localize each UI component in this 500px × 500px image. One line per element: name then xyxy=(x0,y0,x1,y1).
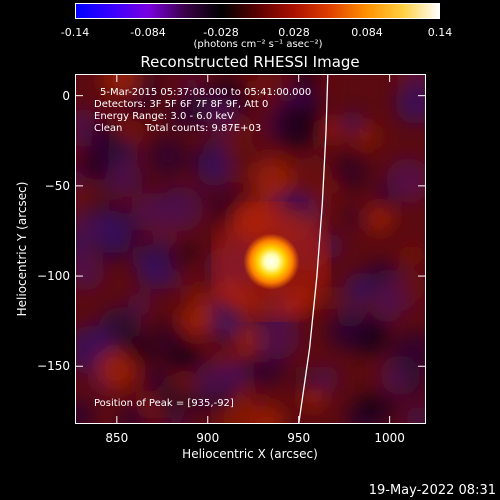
peak-position-annotation: Position of Peak = [935,-92] xyxy=(94,398,234,409)
peak-source xyxy=(243,233,300,290)
y-axis-label: Heliocentric Y (arcsec) xyxy=(15,181,29,317)
colorbar-tick-label: 0.14 xyxy=(427,26,453,39)
colorbar-units: (photons cm⁻² s⁻¹ asec⁻²) xyxy=(193,39,323,50)
timestamp: 19-May-2022 08:31 xyxy=(368,483,496,498)
colorbar-tick-label: -0.084 xyxy=(130,26,166,39)
image-plot xyxy=(75,74,426,424)
y-tick-label: −100 xyxy=(37,269,70,284)
colorbar-tick-label: -0.028 xyxy=(203,26,239,39)
colorbar xyxy=(75,3,440,19)
x-axis-label: Heliocentric X (arcsec) xyxy=(182,447,318,461)
colorbar-tick-label: -0.14 xyxy=(60,26,90,39)
colorbar-tick-label: 0.028 xyxy=(278,26,310,39)
colorbar-tick-label: 0.084 xyxy=(351,26,383,39)
time-range-annotation: 5-Mar-2015 05:37:08.000 to 05:41:00.000 xyxy=(100,87,312,98)
energy-annotation: Energy Range: 3.0 - 6.0 keV xyxy=(94,111,234,122)
x-tick-label: 1000 xyxy=(374,431,405,445)
y-tick-label: −50 xyxy=(44,178,70,193)
counts-annotation: Total counts: 9.87E+03 xyxy=(145,123,262,134)
detectors-annotation: Detectors: 3F 5F 6F 7F 8F 9F, Att 0 xyxy=(94,99,269,110)
x-tick-label: 850 xyxy=(105,431,129,445)
y-tick-label: 0 xyxy=(62,88,70,103)
x-tick-label: 900 xyxy=(196,431,220,445)
clean-annotation: Clean xyxy=(94,123,123,134)
solar-limb-curve xyxy=(298,74,329,424)
chart-title: Reconstructed RHESSI Image xyxy=(140,53,360,71)
y-tick-label: −150 xyxy=(37,359,70,374)
x-tick-label: 950 xyxy=(287,431,311,445)
